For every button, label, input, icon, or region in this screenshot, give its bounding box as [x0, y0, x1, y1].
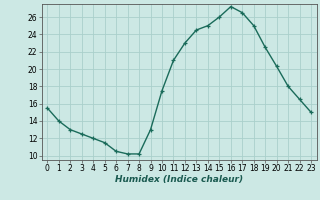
- X-axis label: Humidex (Indice chaleur): Humidex (Indice chaleur): [115, 175, 243, 184]
